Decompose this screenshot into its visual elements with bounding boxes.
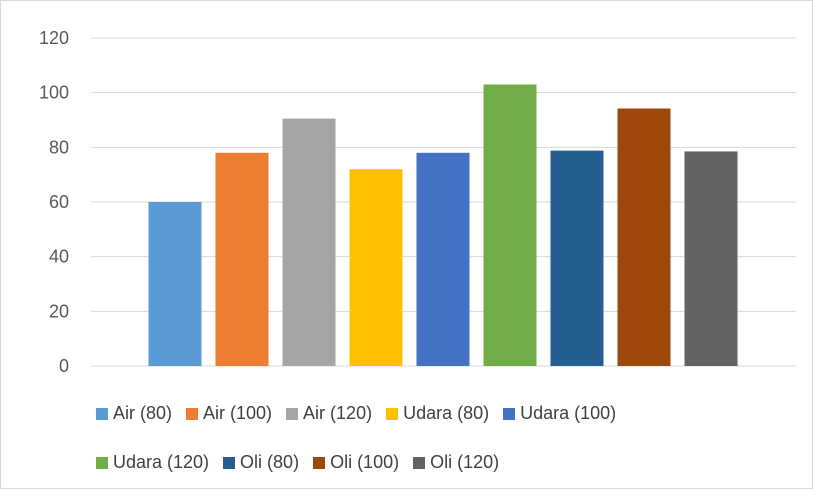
legend-label: Air (100) xyxy=(203,403,273,423)
legend-swatch xyxy=(186,407,199,420)
y-tick-label: 20 xyxy=(49,301,69,321)
bar-oli-120 xyxy=(684,151,738,366)
y-tick-label: 120 xyxy=(39,28,69,48)
y-tick-label: 40 xyxy=(49,247,69,267)
legend-item: Oli (100) xyxy=(313,452,399,473)
legend-swatch xyxy=(286,407,299,420)
y-tick-label: 60 xyxy=(49,192,69,212)
legend-label: Udara (120) xyxy=(113,452,210,472)
legend-item: Oli (80) xyxy=(223,452,299,473)
bar-udara-80 xyxy=(349,169,403,366)
bar-air-120 xyxy=(282,118,336,366)
legend-label: Oli (80) xyxy=(240,452,300,472)
bar-air-100 xyxy=(215,152,269,366)
legend-swatch xyxy=(386,407,399,420)
legend-item: Oli (120) xyxy=(413,452,499,473)
legend-item: Air (80) xyxy=(96,403,172,424)
legend-item: Udara (120) xyxy=(96,452,209,473)
legend-item: Air (120) xyxy=(286,403,372,424)
bar-udara-100 xyxy=(416,152,470,366)
y-tick-label: 0 xyxy=(59,356,69,376)
legend-item: Udara (100) xyxy=(503,403,616,424)
legend-swatch xyxy=(96,456,108,469)
bar-oli-80 xyxy=(550,150,604,366)
y-tick-label: 100 xyxy=(39,83,69,103)
legend-label: Udara (100) xyxy=(520,403,617,423)
legend-row-2: Udara (120) Oli (80) Oli (100) Oli (120) xyxy=(96,452,513,473)
legend-label: Oli (120) xyxy=(430,452,500,472)
legend-label: Udara (80) xyxy=(403,403,490,423)
y-tick-label: 80 xyxy=(49,137,69,157)
bar-oli-100 xyxy=(617,108,671,367)
legend-swatch xyxy=(503,407,516,420)
legend-row-1: Air (80) Air (100) Air (120) Udara (80) Udar… xyxy=(96,403,630,424)
legend-label: Oli (100) xyxy=(330,452,400,472)
bar-udara-120 xyxy=(483,84,537,366)
legend-label: Air (80) xyxy=(113,403,173,423)
legend-swatch xyxy=(223,456,236,469)
legend-label: Air (120) xyxy=(303,403,373,423)
bar-air-80 xyxy=(148,202,202,366)
legend-item: Udara (80) xyxy=(386,403,489,424)
legend-swatch xyxy=(96,407,108,420)
legend-swatch xyxy=(413,456,426,469)
legend-swatch xyxy=(313,456,326,469)
legend-item: Air (100) xyxy=(186,403,272,424)
